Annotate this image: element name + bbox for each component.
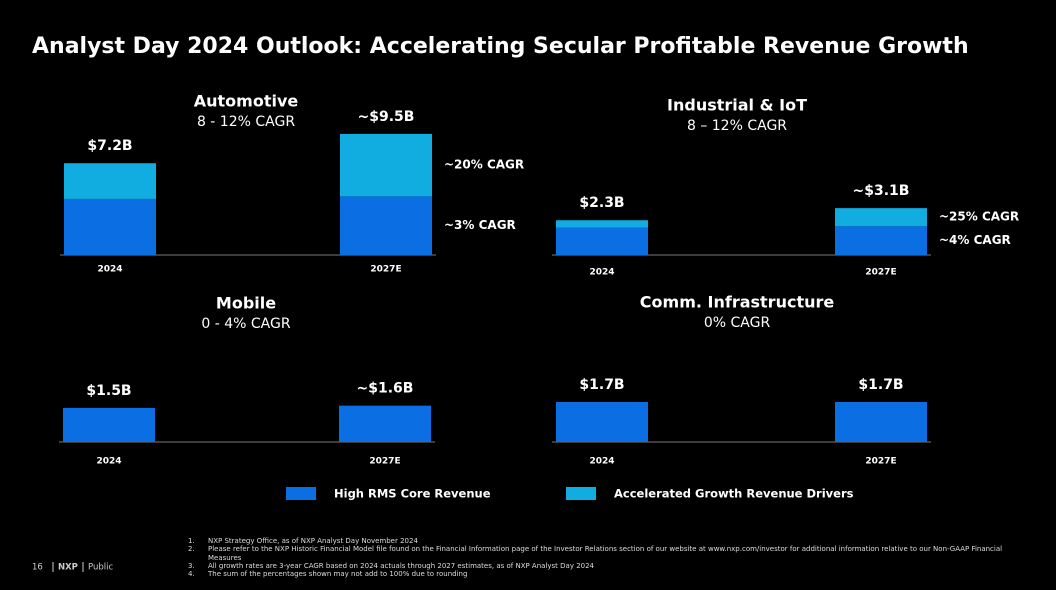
x-tick-label: 2024	[97, 265, 122, 275]
footnote: 2. Please refer to the NXP Historic Finan…	[188, 545, 1028, 562]
chart-title: Automotive	[194, 92, 299, 111]
bar-segment	[64, 198, 156, 255]
cagr-label: ~4% CAGR	[939, 233, 1011, 247]
cagr-label: ~20% CAGR	[444, 158, 524, 172]
total-label: $1.7B	[579, 377, 624, 393]
bar-segment	[835, 208, 927, 227]
chart-subtitle: 0% CAGR	[704, 315, 771, 331]
bar-segment	[339, 405, 431, 442]
cagr-label: ~3% CAGR	[444, 218, 516, 232]
footnote-number: 3.	[188, 561, 195, 570]
bar-segment	[556, 227, 648, 255]
total-label: $7.2B	[87, 138, 132, 154]
chart-title: Industrial & IoT	[667, 96, 807, 115]
x-tick-label: 2027E	[370, 265, 401, 275]
total-label: ~$1.6B	[357, 381, 414, 397]
footnote-number: 2.	[188, 545, 195, 554]
footnote: 1. NXP Strategy Office, as of NXP Analyst…	[188, 537, 1028, 545]
footnote-text: NXP Strategy Office, as of NXP Analyst D…	[208, 537, 418, 545]
legend-swatch	[566, 487, 596, 500]
footer-text: Public	[88, 563, 113, 573]
footnote-text: Please refer to the NXP Historic Financi…	[208, 545, 1003, 562]
total-label: ~$9.5B	[358, 109, 415, 125]
bar-segment	[835, 226, 927, 255]
legend-label: High RMS Core Revenue	[334, 487, 491, 501]
total-label: $1.5B	[86, 383, 131, 399]
slide-title: Analyst Day 2024 Outlook: Accelerating S…	[32, 34, 969, 59]
cagr-label: ~25% CAGR	[939, 210, 1019, 224]
total-label: $2.3B	[579, 195, 624, 211]
footer-text: NXP	[58, 563, 78, 573]
footnote-text: The sum of the percentages shown may not…	[208, 570, 468, 579]
footnote-text: All growth rates are 3-year CAGR based o…	[208, 561, 595, 570]
chart-subtitle: 8 - 12% CAGR	[197, 114, 295, 130]
bar-segment	[340, 196, 432, 255]
x-tick-label: 2024	[589, 457, 614, 467]
total-label: ~$3.1B	[853, 183, 910, 199]
x-tick-label: 2027E	[369, 457, 400, 467]
legend-swatch	[286, 487, 316, 500]
chart-subtitle: 0 - 4% CAGR	[201, 316, 290, 332]
footnote: 3. All growth rates are 3-year CAGR based…	[188, 562, 1028, 570]
x-tick-label: 2027E	[865, 268, 896, 278]
bar-segment	[835, 402, 927, 442]
footnotes: 1. NXP Strategy Office, as of NXP Analyst…	[188, 537, 1028, 578]
bar-segment	[64, 163, 156, 199]
bar-segment	[63, 407, 155, 442]
bar-segment	[340, 133, 432, 197]
footnote-number: 4.	[188, 570, 195, 579]
footer-text: 16	[32, 563, 43, 573]
bar-segment	[556, 220, 648, 228]
x-tick-label: 2024	[96, 457, 121, 467]
x-tick-label: 2027E	[865, 457, 896, 467]
chart-title: Comm. Infrastructure	[640, 293, 835, 312]
x-tick-label: 2024	[589, 268, 614, 278]
chart-title: Mobile	[216, 294, 276, 313]
legend-label: Accelerated Growth Revenue Drivers	[614, 487, 854, 501]
bar-segment	[556, 402, 648, 442]
total-label: $1.7B	[858, 377, 903, 393]
chart-subtitle: 8 – 12% CAGR	[687, 118, 787, 134]
footnote-number: 1.	[188, 537, 195, 545]
footnote: 4. The sum of the percentages shown may n…	[188, 570, 1028, 578]
